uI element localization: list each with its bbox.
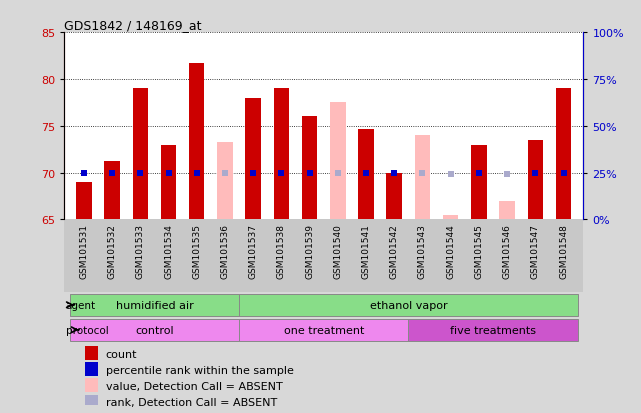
Text: five treatments: five treatments (450, 325, 536, 335)
Text: GSM101531: GSM101531 (79, 223, 88, 278)
Bar (189, 64, 204, 220)
Text: GSM101540: GSM101540 (333, 223, 342, 278)
Bar (239, 294, 578, 316)
Bar (302, 117, 317, 220)
Text: value, Detection Call = ABSENT: value, Detection Call = ABSENT (106, 381, 283, 391)
Text: ethanol vapor: ethanol vapor (370, 300, 447, 310)
Bar (85, 346, 98, 360)
Text: GSM101537: GSM101537 (249, 223, 258, 278)
Bar (239, 319, 408, 341)
Bar (387, 173, 402, 220)
Bar (217, 142, 233, 220)
Bar (528, 140, 543, 220)
Bar (85, 395, 98, 408)
Text: GSM101532: GSM101532 (108, 223, 117, 278)
Bar (330, 103, 345, 220)
Text: GSM101534: GSM101534 (164, 223, 173, 278)
Text: one treatment: one treatment (283, 325, 364, 335)
Text: GSM101547: GSM101547 (531, 223, 540, 278)
Text: GSM101536: GSM101536 (221, 223, 229, 278)
Bar (471, 145, 487, 220)
Text: GSM101538: GSM101538 (277, 223, 286, 278)
Text: GDS1842 / 148169_at: GDS1842 / 148169_at (64, 19, 202, 32)
Bar (408, 319, 578, 341)
Bar (104, 162, 120, 220)
Text: control: control (135, 325, 174, 335)
Bar (70, 319, 239, 341)
Text: protocol: protocol (65, 325, 108, 335)
Text: GSM101548: GSM101548 (559, 223, 568, 278)
Text: GSM101535: GSM101535 (192, 223, 201, 278)
Bar (70, 294, 239, 316)
Bar (415, 136, 430, 220)
Text: GSM101545: GSM101545 (474, 223, 483, 278)
Bar (161, 145, 176, 220)
Text: GSM101533: GSM101533 (136, 223, 145, 278)
Text: GSM101539: GSM101539 (305, 223, 314, 278)
Text: count: count (106, 349, 137, 358)
Text: rank, Detection Call = ABSENT: rank, Detection Call = ABSENT (106, 397, 277, 407)
Bar (85, 379, 98, 392)
Text: humidified air: humidified air (115, 300, 194, 310)
Text: GSM101544: GSM101544 (446, 223, 455, 278)
Bar (443, 215, 458, 220)
Text: GSM101541: GSM101541 (362, 223, 370, 278)
Bar (246, 98, 261, 220)
Text: agent: agent (65, 300, 96, 310)
Bar (85, 362, 98, 376)
Bar (133, 89, 148, 220)
Text: GSM101543: GSM101543 (418, 223, 427, 278)
Bar (274, 89, 289, 220)
Bar (556, 89, 571, 220)
Text: GSM101546: GSM101546 (503, 223, 512, 278)
Bar (499, 201, 515, 220)
Bar (76, 183, 92, 220)
Text: GSM101542: GSM101542 (390, 223, 399, 278)
Text: percentile rank within the sample: percentile rank within the sample (106, 365, 294, 375)
Bar (358, 129, 374, 220)
